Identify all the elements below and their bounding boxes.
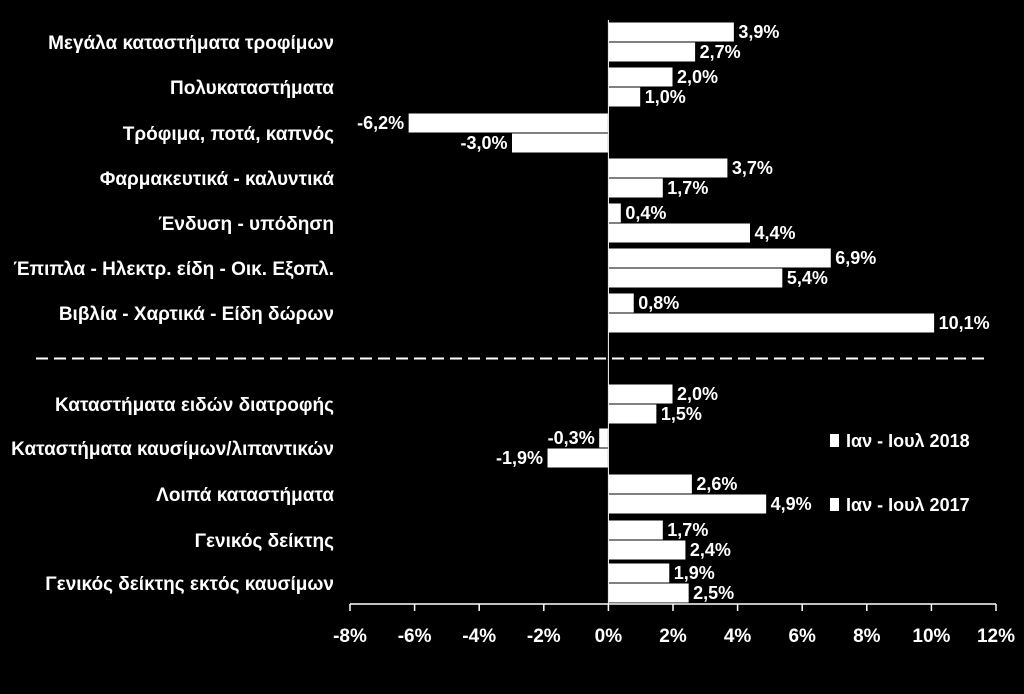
x-tick-label: 4%	[724, 626, 752, 647]
bar-series-1	[607, 519, 664, 541]
data-label: 4,4%	[755, 223, 796, 243]
axes-group: -8% -6% -4% -2% 0% 2% 4% 6% 8% 10% 12%	[36, 20, 1015, 647]
x-tick-label: 6%	[788, 626, 816, 647]
data-label: -6,2%	[357, 113, 404, 133]
data-label: 2,5%	[693, 583, 734, 603]
data-label: 1,5%	[661, 404, 702, 424]
x-tick-label: -6%	[398, 626, 432, 647]
category-label: Γενικός δείκτης	[195, 531, 335, 552]
category-label: Πολυκαταστήματα	[170, 78, 334, 99]
data-label: 10,1%	[939, 313, 990, 333]
category-label: Φαρμακευτικά - καλυντικά	[100, 169, 335, 190]
bar-series-2	[607, 86, 642, 108]
bar-series-1	[607, 157, 729, 179]
bar-series-1	[407, 112, 609, 134]
x-tick-label: 12%	[977, 626, 1015, 647]
bar-series-2	[607, 582, 690, 604]
x-tick-label: -2%	[527, 626, 561, 647]
category-label: Γενικός δείκτης εκτός καυσίμων	[45, 574, 334, 595]
bar-series-2	[607, 493, 768, 515]
data-label: 1,9%	[674, 563, 715, 583]
category-labels-group: Μεγάλα καταστήματα τροφίμων Πολυκαταστήμα…	[11, 33, 334, 595]
data-label: 1,7%	[667, 178, 708, 198]
data-label: 5,4%	[787, 268, 828, 288]
data-label: 1,7%	[667, 520, 708, 540]
category-label: Μεγάλα καταστήματα τροφίμων	[48, 33, 334, 54]
bar-series-1	[598, 427, 609, 449]
bar-series-2	[511, 132, 609, 154]
x-tick-label: 2%	[659, 626, 687, 647]
legend-label: Ιαν - Ιουλ 2018	[846, 431, 970, 451]
x-tick-label: 0%	[595, 626, 623, 647]
legend-swatch	[830, 498, 839, 511]
category-label: Τρόφιμα, ποτά, καπνός	[123, 124, 334, 145]
data-label: 3,7%	[732, 158, 773, 178]
data-label: 0,8%	[638, 293, 679, 313]
legend: Ιαν - Ιουλ 2018 Ιαν - Ιουλ 2017	[830, 431, 970, 515]
bar-series-2	[607, 312, 936, 334]
data-label: 2,6%	[696, 474, 737, 494]
data-label: 0,4%	[625, 203, 666, 223]
category-label: Έπιπλα - Ηλεκτρ. είδη - Οικ. Εξοπλ.	[13, 259, 334, 280]
data-label: 2,7%	[700, 42, 741, 62]
data-label: 4,9%	[771, 494, 812, 514]
bar-series-2	[607, 222, 752, 244]
data-labels-group: 3,9%2,7%2,0%1,0%-6,2%-3,0%3,7%1,7%0,4%4,…	[357, 22, 990, 603]
data-label: -0,3%	[548, 428, 595, 448]
x-tick-label: -8%	[333, 626, 367, 647]
data-label: -3,0%	[460, 133, 507, 153]
data-label: 1,0%	[645, 87, 686, 107]
bar-series-2	[607, 177, 664, 199]
bar-series-1	[607, 66, 674, 88]
category-label: Καταστήματα ειδών διατροφής	[55, 395, 334, 416]
category-label: Ένδυση - υπόδηση	[158, 214, 334, 235]
x-tick-label: -4%	[462, 626, 496, 647]
data-label: 2,4%	[690, 540, 731, 560]
x-tick-label: 8%	[853, 626, 881, 647]
category-label: Καταστήματα καυσίμων/λιπαντικών	[11, 439, 334, 460]
bar-series-1	[607, 292, 635, 314]
x-tick-label: 10%	[912, 626, 950, 647]
bar-series-1	[607, 383, 674, 405]
category-label: Βιβλία - Χαρτικά - Είδη δώρων	[59, 304, 334, 325]
data-label: 6,9%	[835, 248, 876, 268]
bar-series-2	[607, 41, 697, 63]
data-label: 2,0%	[677, 384, 718, 404]
bar-series-1	[607, 21, 735, 43]
bar-series-1	[607, 473, 693, 495]
category-label: Λοιπά καταστήματα	[156, 485, 334, 506]
data-label: 2,0%	[677, 67, 718, 87]
data-label: -1,9%	[496, 448, 543, 468]
legend-label: Ιαν - Ιουλ 2017	[846, 495, 970, 515]
bar-series-2	[607, 403, 658, 425]
bar-series-1	[607, 202, 622, 224]
legend-swatch	[830, 434, 839, 447]
bar-series-1	[607, 247, 832, 269]
bar-series-2	[607, 267, 784, 289]
bar-series-2	[607, 539, 687, 561]
data-label: 3,9%	[738, 22, 779, 42]
bar-series-2	[546, 447, 609, 469]
bar-series-1	[607, 562, 671, 584]
